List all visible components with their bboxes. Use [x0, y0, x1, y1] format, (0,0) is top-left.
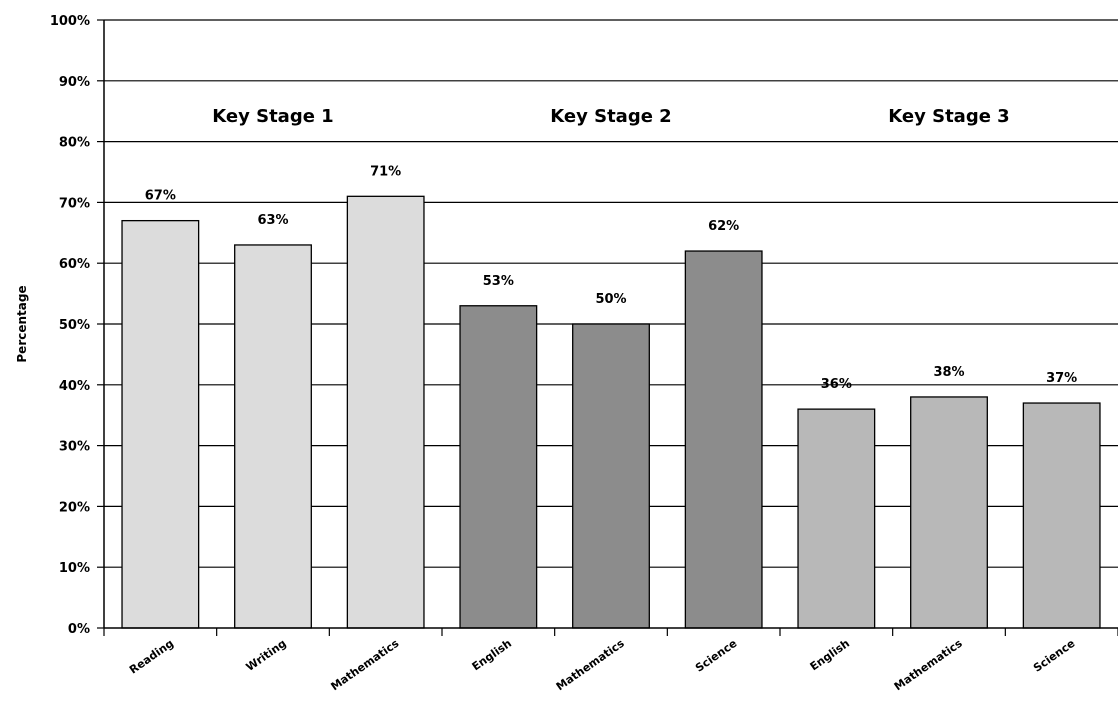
data-label: 36%: [821, 377, 852, 392]
bar: [459, 305, 538, 629]
data-label: 63%: [257, 213, 288, 228]
y-tick-label: 50%: [59, 318, 90, 333]
bar: [121, 219, 200, 629]
group-label: Key Stage 2: [550, 106, 671, 127]
y-tick-label: 70%: [59, 196, 90, 211]
y-tick-label: 20%: [59, 500, 90, 515]
bar: [1022, 402, 1101, 629]
group-label: Key Stage 3: [888, 106, 1009, 127]
y-tick-label: 80%: [59, 136, 90, 151]
x-tick-label: Mathematics: [554, 637, 627, 694]
data-label: 62%: [708, 219, 739, 234]
x-tick-label: English: [808, 637, 852, 674]
bars: [121, 195, 1101, 629]
data-label: 50%: [595, 292, 626, 307]
data-label: 71%: [370, 164, 401, 179]
y-tick-label: 30%: [59, 440, 90, 455]
y-axis-title: Percentage: [15, 285, 29, 362]
y-tick-label: 10%: [59, 561, 90, 576]
y-tick-label: 0%: [68, 622, 90, 637]
group-label: Key Stage 1: [212, 106, 333, 127]
axes: [97, 19, 1118, 636]
y-tick-label: 90%: [59, 75, 90, 90]
x-tick-label: Mathematics: [328, 637, 401, 694]
y-tick-label: 40%: [59, 379, 90, 394]
x-tick-label: Science: [693, 637, 739, 675]
x-tick-label: English: [470, 637, 514, 674]
bar: [572, 323, 650, 629]
x-tick-label: Science: [1031, 637, 1077, 675]
data-label: 67%: [145, 189, 176, 204]
x-tick-label: Reading: [127, 637, 176, 677]
data-label: 37%: [1046, 371, 1077, 386]
y-tick-label: 100%: [50, 14, 90, 29]
bar: [797, 408, 876, 629]
data-label: 53%: [483, 274, 514, 289]
x-tick-label: Mathematics: [892, 637, 965, 694]
bar: [684, 250, 763, 629]
bar: [910, 396, 988, 629]
bar: [234, 244, 312, 629]
y-tick-label: 60%: [59, 257, 90, 272]
bar: [346, 195, 425, 629]
key-stage-labels: Key Stage 1 Key Stage 2 Key Stage 3: [212, 106, 1009, 127]
data-label: 38%: [933, 365, 964, 380]
x-tick-label: Writing: [244, 637, 289, 674]
